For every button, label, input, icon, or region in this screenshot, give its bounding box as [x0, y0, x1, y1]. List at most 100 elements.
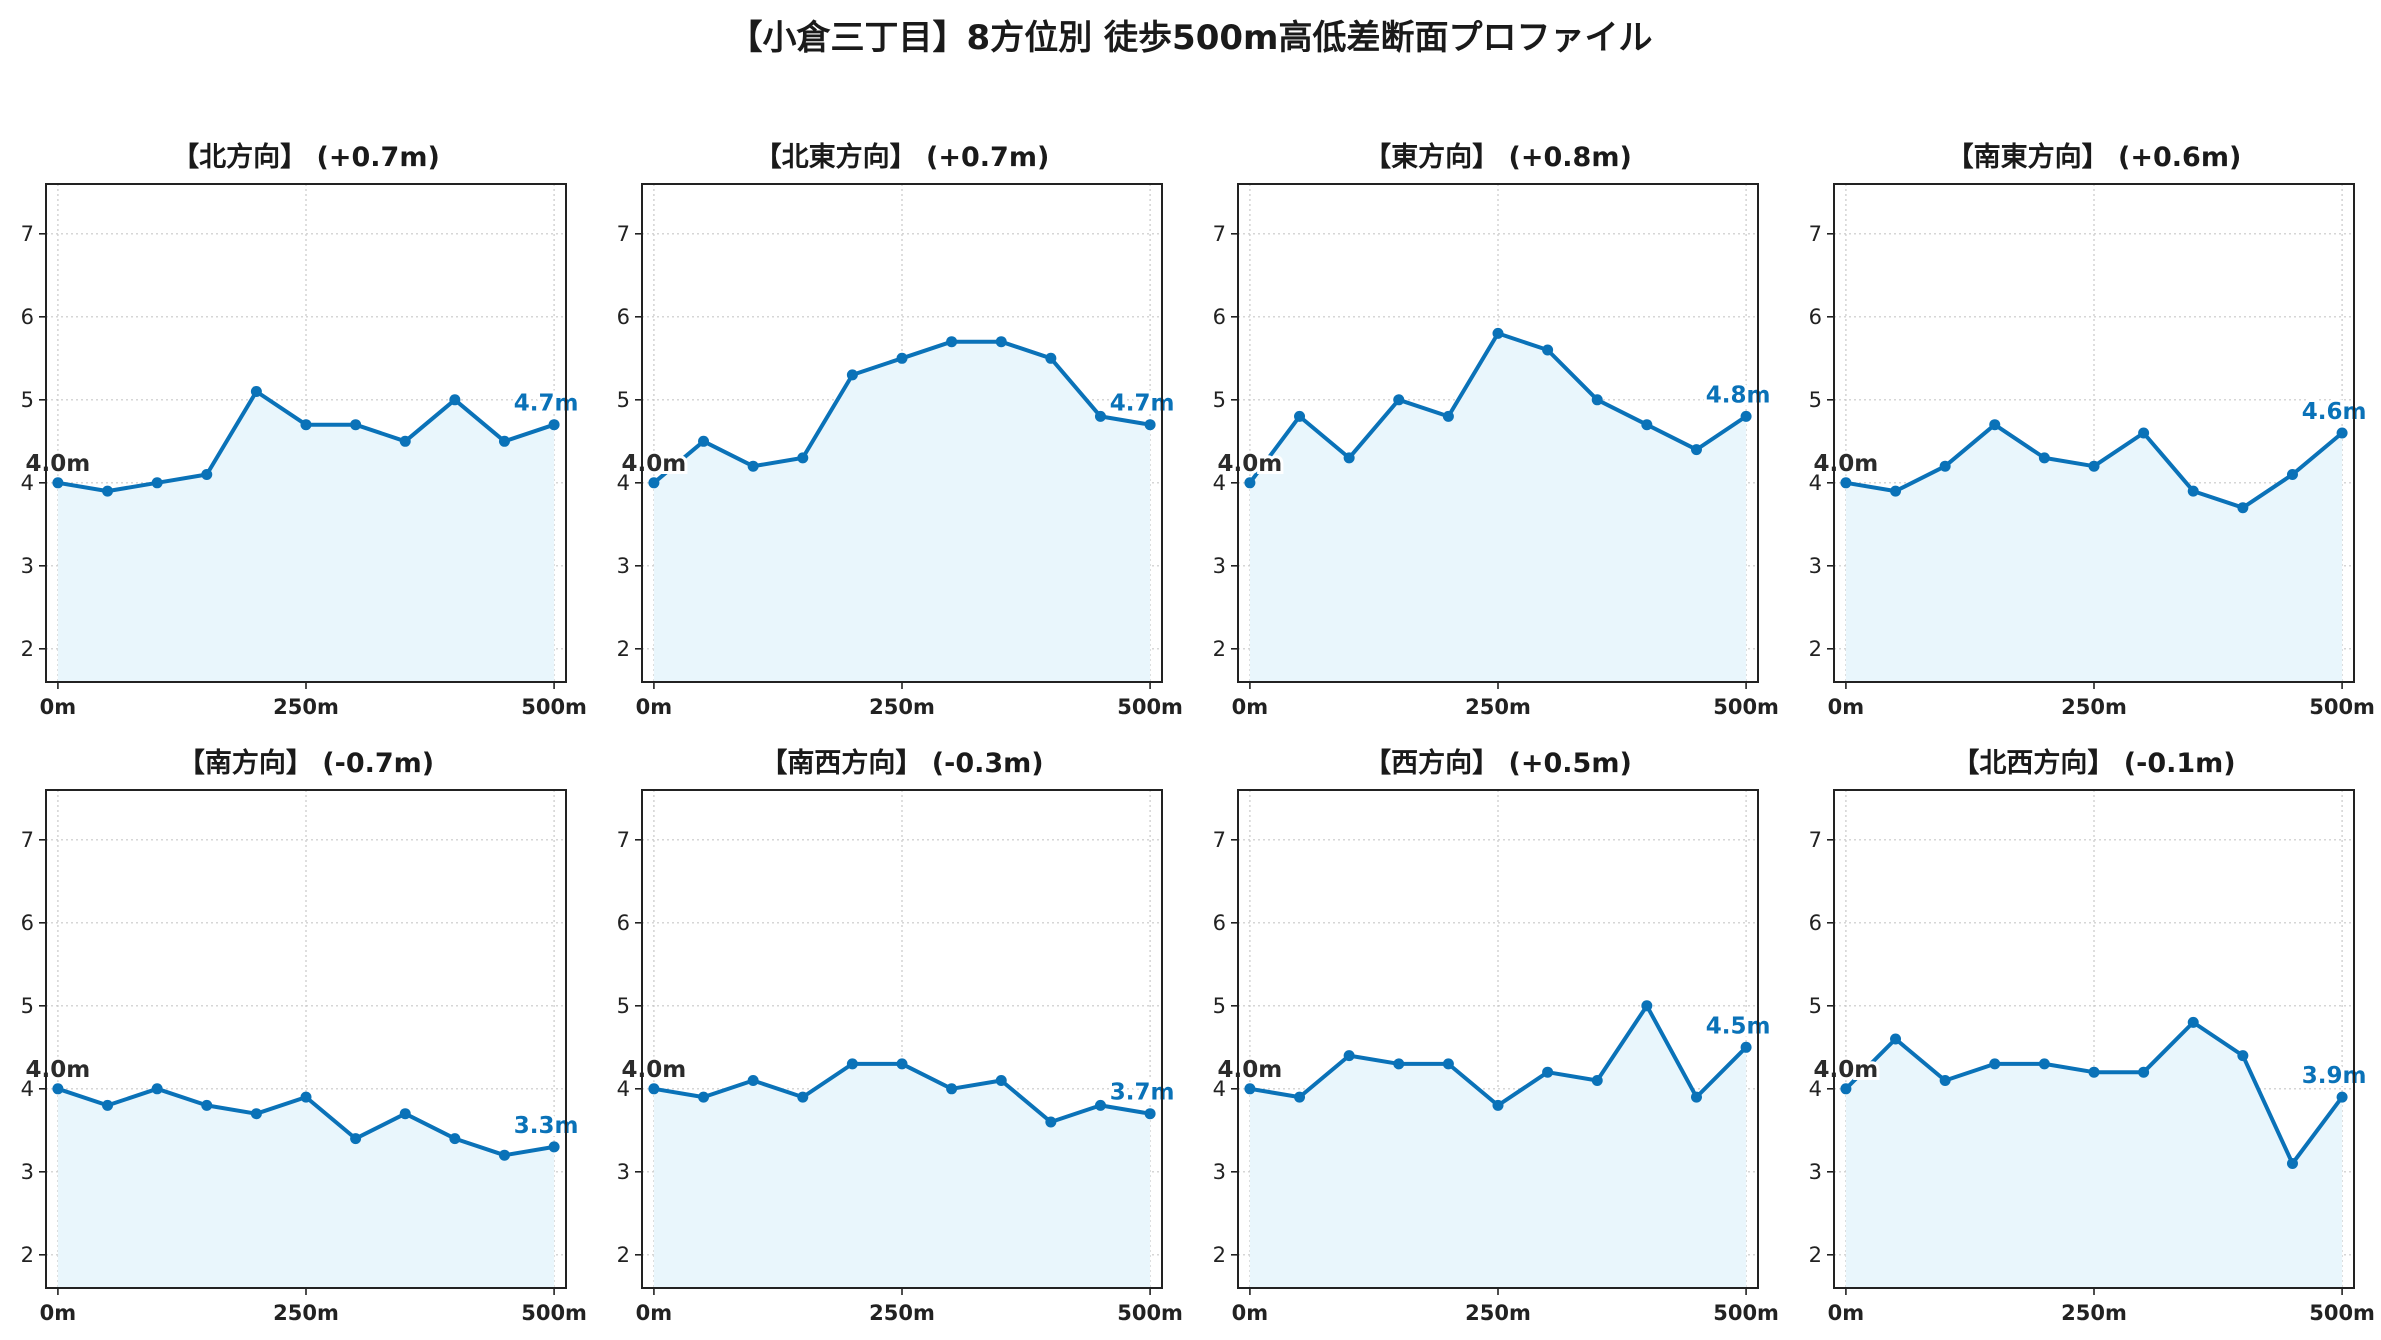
data-point	[102, 485, 114, 497]
data-point	[747, 1075, 759, 1086]
x-tick-label: 0m	[1232, 695, 1269, 719]
data-point	[52, 477, 64, 489]
data-point	[1591, 1075, 1603, 1086]
data-point	[846, 1058, 858, 1070]
subplot-7: 【西方向】 (+0.5m) 4.0m 4.5m 2 3 4 5 6 7 0m 250m 500m	[1213, 747, 1779, 1325]
data-point	[797, 452, 809, 464]
y-tick-label: 7	[21, 222, 34, 246]
data-point	[1094, 1099, 1106, 1111]
x-tick-label: 500m	[1117, 695, 1183, 719]
x-tick-label: 250m	[1465, 1301, 1531, 1325]
data-point	[1244, 1083, 1256, 1095]
x-tick-label: 250m	[273, 695, 339, 719]
data-point	[2286, 1158, 2298, 1169]
subplot-title: 【北東方向】 (+0.7m)	[755, 141, 1050, 173]
y-tick-label: 5	[617, 388, 630, 412]
data-point	[151, 1083, 163, 1095]
y-tick-label: 6	[1213, 305, 1226, 329]
y-tick-label: 7	[1213, 222, 1226, 246]
data-point	[201, 469, 213, 480]
data-point	[995, 1075, 1007, 1086]
x-tick-label: 0m	[40, 1301, 77, 1325]
y-tick-label: 4	[21, 471, 34, 495]
data-point	[1542, 344, 1554, 356]
subplot-1: 【北方向】 (+0.7m) 4.0m 4.7m 2 3 4 5 6 7 0m 250m 500m	[21, 141, 587, 719]
y-tick-label: 6	[617, 911, 630, 935]
data-point	[548, 1141, 560, 1153]
data-point	[399, 435, 411, 447]
subplot-title: 【南東方向】 (+0.6m)	[1947, 141, 2242, 173]
y-tick-label: 2	[617, 637, 630, 661]
data-point	[896, 1058, 908, 1070]
data-point	[698, 1091, 710, 1103]
data-point	[648, 477, 660, 489]
data-point	[2088, 1066, 2100, 1078]
y-tick-label: 6	[1809, 305, 1822, 329]
y-tick-label: 5	[21, 388, 34, 412]
y-tick-label: 4	[1213, 471, 1226, 495]
y-tick-label: 3	[1213, 1160, 1226, 1184]
x-tick-label: 0m	[40, 695, 77, 719]
data-point	[2187, 1016, 2199, 1028]
data-point	[946, 1083, 958, 1095]
data-point	[2286, 469, 2298, 480]
figure-title: 【小倉三丁目】8方位別 徒歩500m高低差断面プロファイル	[728, 18, 1653, 58]
data-point	[1442, 1058, 1454, 1070]
data-point	[1939, 460, 1951, 472]
data-point	[846, 369, 858, 381]
data-point	[1045, 1116, 1057, 1128]
data-point	[1094, 410, 1106, 422]
y-tick-label: 7	[1809, 222, 1822, 246]
start-elevation-label: 4.0m	[622, 451, 687, 477]
start-elevation-label: 4.0m	[622, 1057, 687, 1083]
start-elevation-label: 4.0m	[1814, 1057, 1879, 1083]
x-tick-label: 0m	[1828, 695, 1865, 719]
end-elevation-label: 3.3m	[514, 1113, 579, 1139]
y-tick-label: 6	[21, 305, 34, 329]
start-elevation-label: 4.0m	[26, 1057, 91, 1083]
data-point	[498, 435, 510, 447]
data-point	[1989, 419, 2001, 431]
area-fill	[57, 1088, 555, 1288]
subplot-3: 【東方向】 (+0.8m) 4.0m 4.8m 2 3 4 5 6 7 0m 250m 500m	[1213, 141, 1779, 719]
start-elevation-label: 4.0m	[26, 451, 91, 477]
x-tick-label: 250m	[869, 1301, 935, 1325]
x-tick-label: 0m	[1828, 1301, 1865, 1325]
x-tick-label: 250m	[2061, 695, 2127, 719]
x-tick-label: 500m	[1713, 695, 1779, 719]
y-tick-label: 4	[1809, 1077, 1822, 1101]
data-point	[648, 1083, 660, 1095]
subplot-8: 【北西方向】 (-0.1m) 4.0m 3.9m 2 3 4 5 6 7 0m 250m 500m	[1809, 747, 2375, 1325]
data-point	[995, 336, 1007, 348]
y-tick-label: 3	[1213, 554, 1226, 578]
y-tick-label: 6	[1213, 911, 1226, 935]
data-point	[1641, 1000, 1653, 1012]
y-tick-label: 3	[617, 554, 630, 578]
data-point	[2187, 485, 2199, 497]
data-point	[300, 419, 312, 431]
data-point	[1144, 1108, 1156, 1120]
area-fill	[653, 1063, 1151, 1288]
y-tick-label: 7	[617, 222, 630, 246]
data-point	[1840, 1083, 1852, 1095]
y-tick-label: 7	[1213, 828, 1226, 852]
y-tick-label: 3	[21, 1160, 34, 1184]
end-elevation-label: 4.7m	[514, 391, 579, 417]
data-point	[2038, 1058, 2050, 1070]
subplot-4: 【南東方向】 (+0.6m) 4.0m 4.6m 2 3 4 5 6 7 0m 250m 500m	[1809, 141, 2375, 719]
data-point	[2038, 452, 2050, 464]
y-tick-label: 3	[21, 554, 34, 578]
y-tick-label: 2	[1213, 637, 1226, 661]
data-point	[350, 419, 362, 431]
end-elevation-label: 4.7m	[1110, 391, 1175, 417]
subplot-title: 【北西方向】 (-0.1m)	[1952, 747, 2235, 779]
data-point	[1690, 444, 1702, 456]
data-point	[747, 460, 759, 472]
end-elevation-label: 4.8m	[1706, 382, 1771, 408]
y-tick-label: 2	[1809, 1243, 1822, 1267]
data-point	[1294, 410, 1306, 422]
data-point	[399, 1108, 411, 1120]
data-point	[52, 1083, 64, 1095]
data-point	[1144, 419, 1156, 431]
